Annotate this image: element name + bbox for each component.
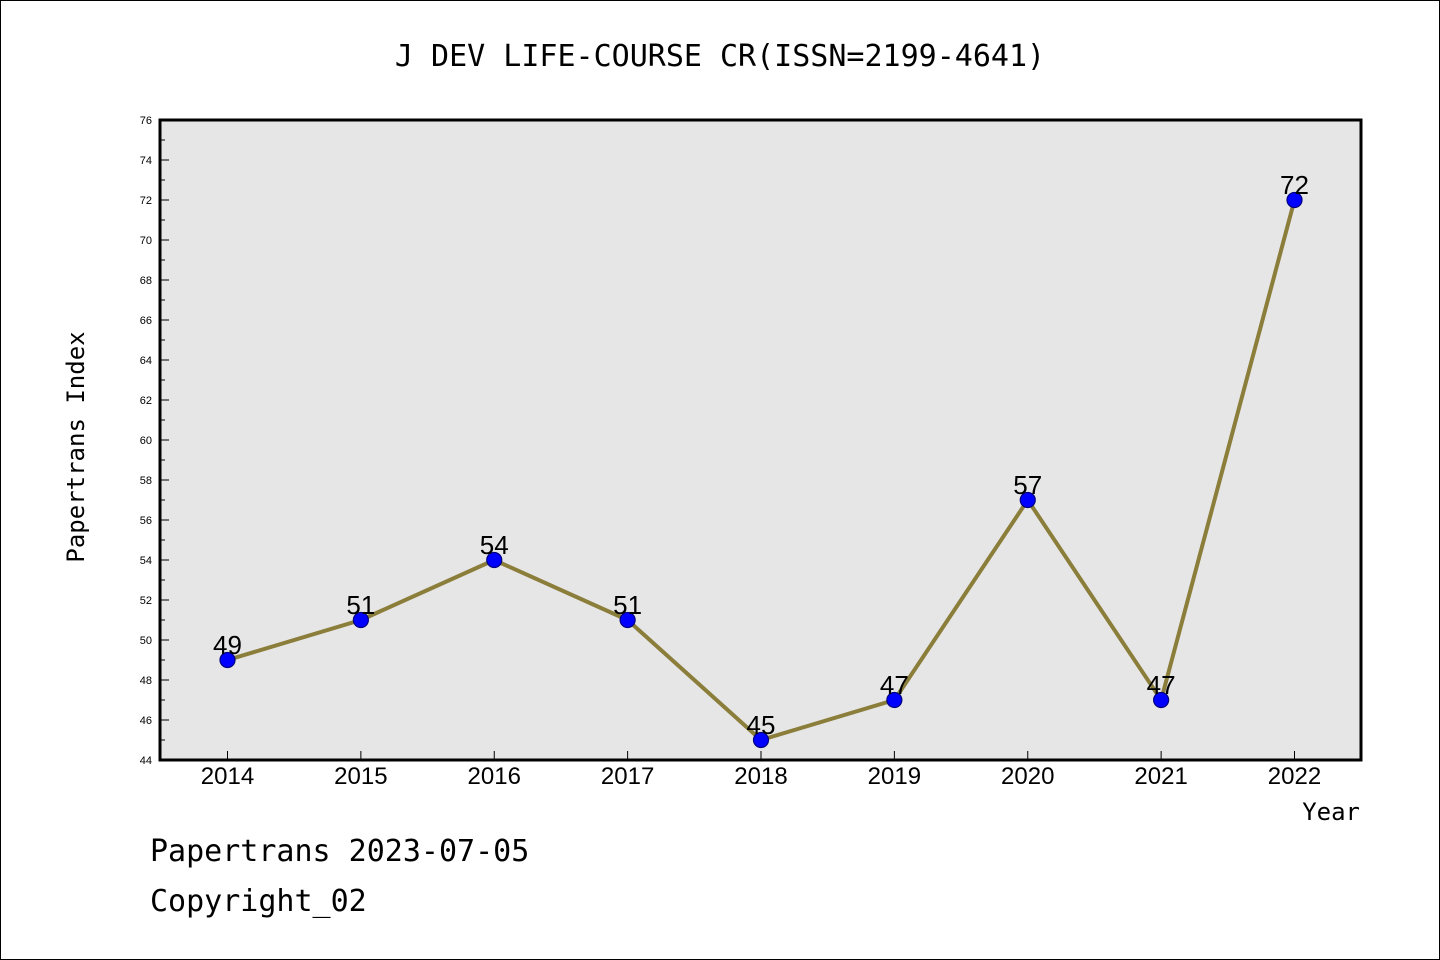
data-point [1286, 191, 1303, 209]
data-label: 54 [480, 530, 509, 560]
y-tick-label: 54 [140, 555, 152, 567]
data-point [1019, 491, 1036, 509]
y-tick-label: 72 [140, 195, 152, 207]
x-axis: 2014 2015 2016 2017 2018 2019 2020 2021 2022 [201, 751, 1321, 790]
data-point [619, 611, 636, 629]
x-tick-label: 2016 [468, 763, 521, 790]
y-tick-label: 60 [140, 435, 152, 447]
x-tick-label: 2015 [334, 763, 387, 790]
y-tick-label: 68 [140, 275, 152, 287]
y-axis-label: Papertrans Index [62, 331, 90, 562]
y-tick-label: 48 [140, 675, 152, 687]
plot-area [160, 120, 1361, 760]
y-tick-label: 66 [140, 315, 152, 327]
y-tick-label: 44 [140, 755, 152, 767]
data-label: 47 [1147, 670, 1176, 700]
y-tick-label: 46 [140, 715, 152, 727]
y-tick-label: 74 [140, 155, 152, 167]
x-tick-label: 2018 [734, 763, 787, 790]
y-tick-label: 52 [140, 595, 152, 607]
x-tick-label: 2022 [1268, 763, 1321, 790]
plot-border [158, 118, 1363, 762]
x-tick-label: 2020 [1001, 763, 1054, 790]
y-tick-label: 56 [140, 515, 152, 527]
y-tick-label: 64 [140, 355, 152, 367]
data-point [352, 611, 369, 629]
footer-copyright: Copyright_02 [150, 884, 367, 919]
data-label: 49 [213, 630, 242, 660]
y-tick-label: 76 [140, 115, 152, 127]
x-tick-label: 2017 [601, 763, 654, 790]
data-label: 47 [880, 670, 909, 700]
data-label: 45 [747, 710, 776, 740]
data-label: 51 [346, 590, 375, 620]
data-point [219, 651, 236, 669]
footer-date: Papertrans 2023-07-05 [150, 834, 530, 869]
y-tick-label: 50 [140, 635, 152, 647]
data-point [752, 731, 770, 749]
y-tick-label: 58 [140, 475, 152, 487]
data-point [486, 551, 503, 569]
series-layer: 49 51 54 51 45 47 57 47 72 [213, 170, 1309, 749]
x-tick-label: 2019 [868, 763, 921, 790]
data-point [1153, 691, 1170, 709]
x-axis-label: Year [1302, 798, 1360, 826]
data-label: 51 [613, 590, 642, 620]
chart-title: J DEV LIFE-COURSE CR(ISSN=2199-4641) [395, 39, 1045, 74]
y-tick-label: 70 [140, 235, 152, 247]
x-tick-label: 2014 [201, 763, 254, 790]
data-label: 57 [1013, 470, 1042, 500]
y-tick-label: 62 [140, 395, 152, 407]
x-tick-label: 2021 [1134, 763, 1187, 790]
data-label: 72 [1280, 170, 1309, 200]
data-point [886, 691, 903, 709]
